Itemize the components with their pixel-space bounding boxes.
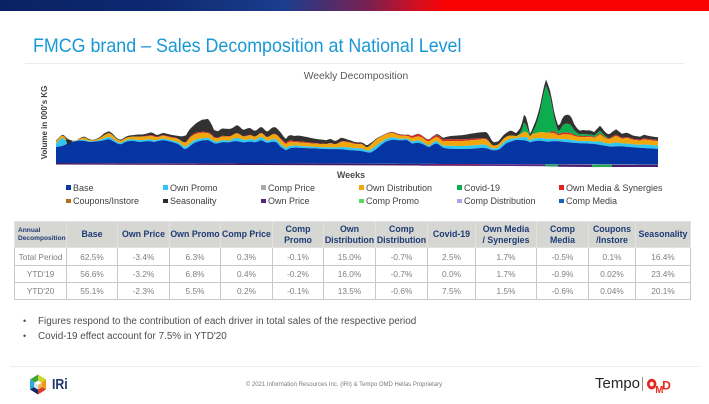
svg-text:Volume in 000's KG: Volume in 000's KG [40, 86, 49, 160]
svg-text:D: D [662, 379, 671, 393]
svg-text:Weeks: Weeks [337, 170, 365, 180]
svg-text:M: M [655, 385, 663, 395]
svg-text:Weekly Decomposition: Weekly Decomposition [304, 71, 409, 82]
